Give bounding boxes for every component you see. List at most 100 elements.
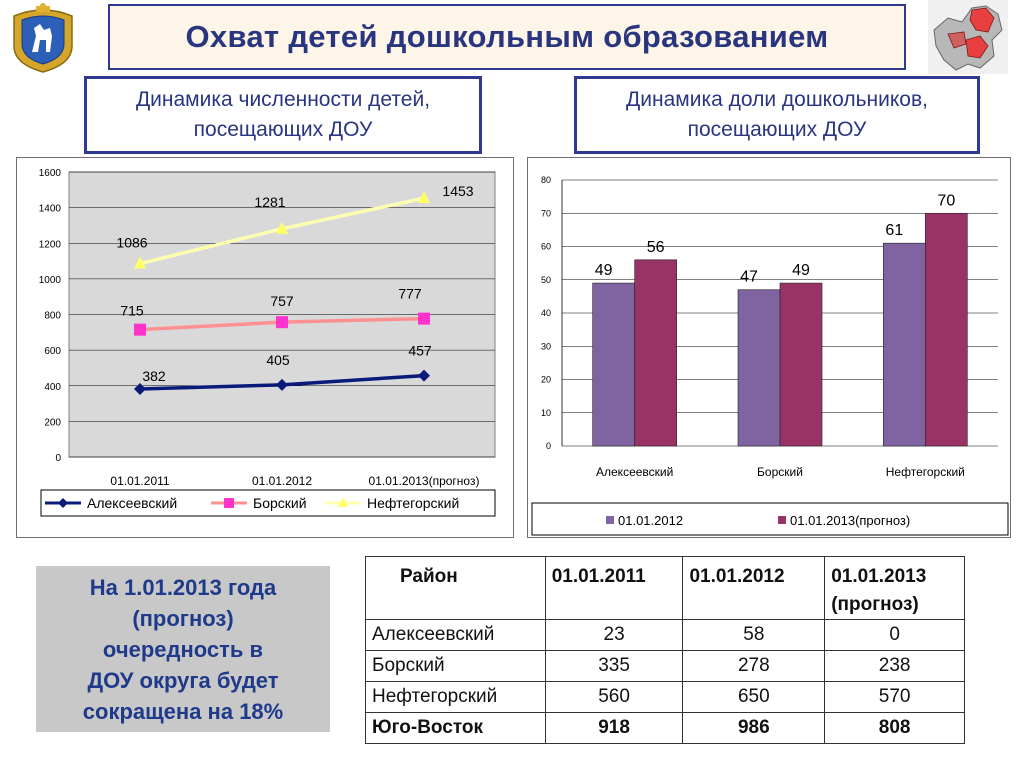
bar bbox=[737, 289, 781, 447]
line-y-tick-label: 0 bbox=[55, 453, 61, 464]
line-x-tick-label: 01.01.2012 bbox=[252, 474, 312, 488]
line-point bbox=[134, 256, 146, 269]
bar-data-label: 47 bbox=[740, 269, 758, 286]
queue-note: На 1.01.2013 года (прогноз) очередность … bbox=[36, 566, 330, 732]
line-data-label: 1086 bbox=[116, 235, 147, 251]
line-data-label: 715 bbox=[120, 303, 144, 319]
bar-data-label: 49 bbox=[792, 262, 810, 279]
table-row: Алексеевский 23 58 0 bbox=[365, 619, 965, 651]
table-total-row: Юго-Восток 918 986 808 bbox=[365, 712, 965, 744]
line-point bbox=[134, 382, 146, 395]
note-line5: сокращена на 18% bbox=[82, 698, 284, 724]
left-subtitle-box: Динамика численности детей, посещающих Д… bbox=[84, 76, 482, 154]
bar-legend-swatch bbox=[778, 516, 786, 524]
table-row: Борский 335 278 238 bbox=[365, 650, 965, 682]
table-header-cell: Район bbox=[365, 556, 546, 620]
bar-y-tick-label: 80 bbox=[541, 175, 551, 185]
bar-chart: 0 10 20 30 40 50 60 70 80 49 56 Алексеевский 47 49 Бор… bbox=[531, 175, 1009, 536]
table-cell: 278 bbox=[682, 650, 826, 682]
table-cell: 335 bbox=[544, 650, 684, 682]
table-cell: 650 bbox=[682, 681, 826, 713]
note-line4: ДОУ округа будет bbox=[87, 667, 279, 693]
line-y-tick-label: 1400 bbox=[39, 204, 62, 215]
bar-legend-label: 01.01.2012 bbox=[618, 513, 683, 528]
line-data-label: 1281 bbox=[254, 194, 285, 210]
table-cell: 570 bbox=[824, 681, 965, 713]
bar-x-tick-label: Алексеевский bbox=[596, 465, 673, 479]
line-y-tick-label: 600 bbox=[44, 346, 61, 357]
table-cell: 808 bbox=[824, 712, 965, 744]
line-data-label: 457 bbox=[408, 343, 432, 359]
table-header-cell: 01.01.2011 bbox=[544, 556, 684, 620]
line-data-label: 405 bbox=[266, 352, 290, 368]
bar-y-tick-label: 30 bbox=[541, 341, 551, 351]
line-y-tick-label: 1200 bbox=[39, 239, 62, 250]
line-data-label: 757 bbox=[270, 293, 294, 309]
table-cell: 918 bbox=[544, 712, 684, 744]
bar-data-label: 70 bbox=[937, 192, 955, 209]
table-cell: Борский bbox=[365, 650, 546, 682]
note-line3: очередность в bbox=[102, 636, 264, 662]
table-cell: 58 bbox=[682, 619, 826, 651]
table-cell: 560 bbox=[544, 681, 684, 713]
bar-data-label: 49 bbox=[595, 262, 613, 279]
bar-y-tick-label: 50 bbox=[541, 275, 551, 285]
line-legend-marker bbox=[338, 497, 348, 507]
table-cell: 0 bbox=[824, 619, 965, 651]
line-x-tick-label: 01.01.2011 bbox=[110, 474, 169, 488]
bar-y-tick-label: 70 bbox=[541, 208, 551, 218]
bar bbox=[634, 259, 677, 447]
line-legend-label: Борский bbox=[253, 495, 307, 511]
line-point bbox=[134, 323, 146, 336]
coat-of-arms-icon bbox=[6, 2, 80, 74]
bar bbox=[925, 212, 968, 447]
bar-chart-frame: 0 10 20 30 40 50 60 70 80 49 56 Алексеевский 47 49 Бор… bbox=[527, 157, 1011, 538]
line-y-tick-label: 400 bbox=[44, 382, 61, 393]
table-cell: 23 bbox=[544, 619, 684, 651]
line-data-label: 382 bbox=[142, 368, 166, 384]
line-point bbox=[276, 316, 288, 329]
page-title: Охват детей дошкольным образованием bbox=[185, 19, 829, 54]
queue-table: Район 01.01.2011 01.01.2012 01.01.2013 (п… bbox=[365, 556, 965, 744]
bar-x-tick-label: Борский bbox=[757, 465, 803, 479]
table-cell: Нефтегорский bbox=[365, 681, 546, 713]
bar-y-tick-label: 60 bbox=[541, 242, 551, 252]
note-line2: (прогноз) bbox=[132, 605, 234, 631]
right-subtitle-line2: посещающих ДОУ bbox=[687, 118, 867, 141]
region-map-icon bbox=[928, 0, 1008, 74]
bar bbox=[779, 282, 823, 447]
line-y-tick-label: 1000 bbox=[39, 275, 62, 286]
line-legend bbox=[40, 489, 496, 517]
line-data-label: 777 bbox=[398, 286, 422, 302]
line-y-tick-label: 800 bbox=[44, 311, 61, 322]
line-y-tick-label: 200 bbox=[44, 417, 61, 428]
bar-data-label: 56 bbox=[647, 239, 665, 256]
line-point bbox=[418, 369, 430, 382]
table-header-cell: 01.01.2012 bbox=[682, 556, 826, 620]
bar bbox=[883, 242, 926, 447]
line-legend-label: Алексеевский bbox=[87, 495, 177, 511]
left-subtitle-line1: Динамика численности детей, bbox=[135, 88, 431, 111]
table-cell: Алексеевский bbox=[365, 619, 546, 651]
right-subtitle-line1: Динамика доли дошкольников, bbox=[626, 88, 928, 111]
right-subtitle-box: Динамика доли дошкольников, посещающих Д… bbox=[574, 76, 980, 154]
bar-legend-label: 01.01.2013(прогноз) bbox=[790, 513, 910, 528]
table-header-cell: 01.01.2013 (прогноз) bbox=[824, 556, 965, 620]
bar-y-tick-label: 10 bbox=[541, 408, 551, 418]
bar-x-tick-label: Нефтегорский bbox=[886, 465, 965, 479]
line-x-tick-label: 01.01.2013(прогноз) bbox=[369, 474, 480, 488]
line-legend-marker bbox=[224, 498, 234, 508]
line-point bbox=[418, 312, 430, 325]
line-chart: 0 200 400 600 800 1000 1200 1400 1600 01.01.2011 0… bbox=[39, 168, 496, 517]
note-line1: На 1.01.2013 года bbox=[89, 574, 277, 600]
table-row: Нефтегорский 560 650 570 bbox=[365, 681, 965, 713]
title-box: Охват детей дошкольным образованием bbox=[108, 4, 906, 70]
table-header-row: Район 01.01.2011 01.01.2012 01.01.2013 (п… bbox=[365, 556, 965, 620]
left-subtitle-line2: посещающих ДОУ bbox=[193, 118, 373, 141]
line-point bbox=[276, 221, 288, 234]
line-point bbox=[418, 191, 430, 204]
line-legend-label: Нефтегорский bbox=[367, 495, 459, 511]
bar-y-tick-label: 40 bbox=[541, 308, 551, 318]
line-legend-marker bbox=[58, 498, 68, 508]
line-point bbox=[276, 378, 288, 391]
